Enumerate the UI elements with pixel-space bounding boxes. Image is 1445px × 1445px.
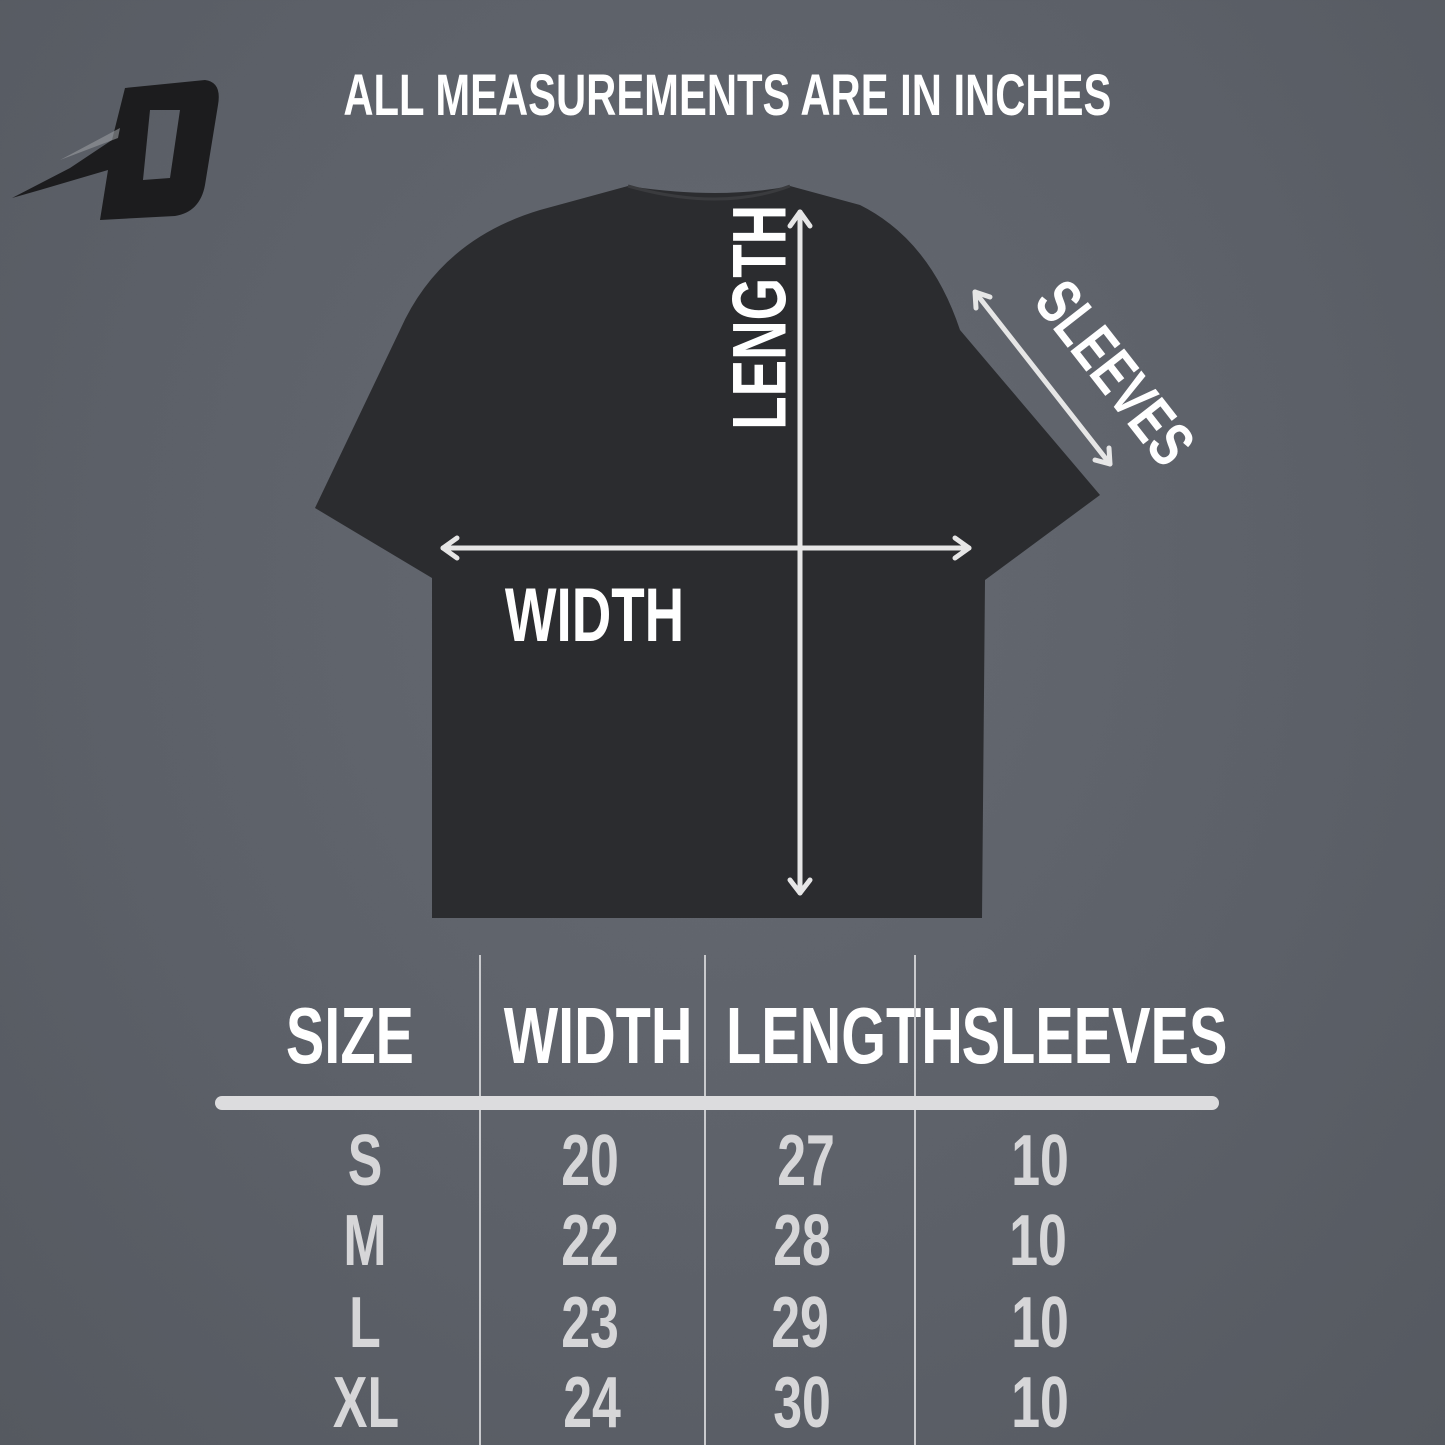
cell-width: 20 [561, 1121, 619, 1201]
cell-width: 23 [561, 1283, 619, 1363]
brand-logo-d [12, 80, 219, 220]
header-size: SIZE [285, 991, 415, 1080]
column-divider [914, 955, 916, 1445]
length-arrow [787, 209, 813, 896]
header-length: LENGTH [726, 991, 963, 1080]
header-width: WIDTH [503, 991, 693, 1080]
width-label: WIDTH [504, 573, 685, 658]
width-arrow [440, 535, 972, 561]
cell-length: 30 [773, 1363, 831, 1443]
diagram [12, 80, 1113, 918]
cell-size: L [349, 1283, 381, 1363]
header-sleeves: SLEEVES [961, 991, 1228, 1080]
cell-length: 28 [773, 1201, 831, 1281]
cell-sleeves: 10 [1009, 1201, 1067, 1281]
cell-sleeves: 10 [1011, 1283, 1069, 1363]
cell-sleeves: 10 [1011, 1121, 1069, 1201]
cell-length: 27 [777, 1121, 835, 1201]
header-divider [215, 1096, 1219, 1110]
cell-length: 29 [771, 1283, 829, 1363]
page-title: ALL MEASUREMENTS ARE IN INCHES [343, 63, 1112, 128]
cell-sleeves: 10 [1011, 1363, 1069, 1443]
column-divider [479, 955, 481, 1445]
cell-width: 24 [563, 1363, 621, 1443]
cell-width: 22 [561, 1201, 619, 1281]
column-divider [704, 955, 706, 1445]
cell-size: M [343, 1201, 387, 1281]
tshirt-shape [315, 186, 1100, 918]
cell-size: XL [332, 1363, 400, 1443]
sleeves-arrow [972, 289, 1113, 467]
length-label: LENGTH [717, 204, 803, 430]
cell-size: S [347, 1121, 383, 1201]
